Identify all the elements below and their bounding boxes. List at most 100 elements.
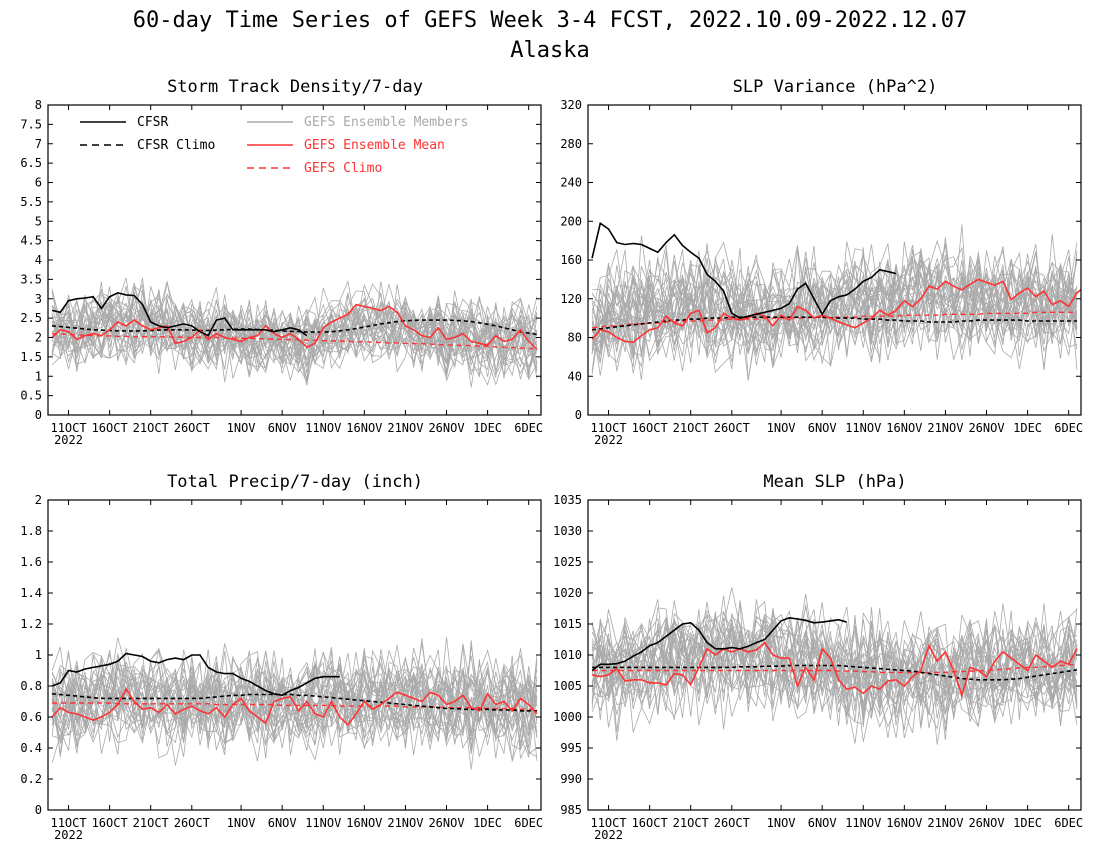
cfsr-climo-line [592, 664, 1078, 681]
y-tick-label: 1.8 [20, 524, 42, 538]
x-tick-label: 16OCT [92, 421, 128, 435]
member-line [51, 637, 538, 762]
x-tick-label: 6DEC [514, 421, 543, 435]
legend-label-cfsr-climo: CFSR Climo [137, 138, 215, 153]
panel-title: Storm Track Density/7-day [167, 77, 423, 97]
x-tick-label: 11NOV [305, 421, 341, 435]
member-line [51, 299, 538, 367]
x-tick-label: 11OCT [50, 421, 86, 435]
ensemble-members [51, 636, 538, 770]
x-tick-label: 16OCT [632, 816, 668, 830]
x-tick-label: 26NOV [428, 421, 464, 435]
y-tick-label: 160 [560, 253, 582, 267]
cfsr-line [51, 652, 340, 697]
member-line [591, 599, 1077, 739]
y-tick-label: 5.5 [20, 195, 42, 209]
x-tick-label: 1NOV [767, 421, 796, 435]
plot-frame [587, 104, 1082, 416]
y-tick-label: 1010 [553, 648, 582, 662]
y-tick-label: 2.5 [20, 311, 42, 325]
x-tick-label: 26NOV [968, 421, 1004, 435]
y-tick-label: 8 [35, 98, 42, 112]
member-line [592, 260, 1078, 370]
member-line [51, 288, 538, 370]
member-line [591, 617, 1078, 728]
x-tick-label: 6DEC [1054, 421, 1083, 435]
gefs-mean-line [51, 687, 538, 726]
gefs-mean-line [51, 303, 538, 350]
x-tick-label: 6NOV [808, 816, 837, 830]
y-tick-label: 3 [35, 292, 42, 306]
cfsr-line [591, 616, 848, 672]
x-tick-label: 6DEC [1054, 816, 1083, 830]
gefs-mean-line [591, 278, 1081, 344]
panel-slp-variance: SLP Variance (hPa^2) 0 40 80 120 160 200 240 28… [560, 77, 1083, 447]
y-tick-label: 1 [35, 648, 42, 662]
y-tick-label: 1000 [553, 710, 582, 724]
member-line [591, 243, 1078, 368]
y-tick-label: 0.8 [20, 679, 42, 693]
x-tick-label: 11OCT [590, 816, 626, 830]
x-tick-label: 6NOV [808, 421, 837, 435]
member-line [591, 600, 1077, 716]
y-tick-label: 3.5 [20, 272, 42, 286]
cfsr-line [51, 292, 308, 337]
x-tick-label: 21NOV [927, 421, 963, 435]
y-tick-label: 995 [560, 741, 582, 755]
y-tick-label: 1015 [553, 617, 582, 631]
member-line [591, 600, 1078, 734]
x-tick-label: 21OCT [133, 421, 169, 435]
y-tick-label: 7 [35, 137, 42, 151]
year-label: 2022 [54, 433, 83, 447]
y-tick-label: 1.5 [20, 350, 42, 364]
y-tick-label: 1.4 [20, 586, 42, 600]
member-line [591, 593, 1078, 745]
y-tick-label: 1.6 [20, 555, 42, 569]
x-tick-label: 21OCT [133, 816, 169, 830]
y-tick-label: 200 [560, 214, 582, 228]
panel-title: Total Precip/7-day (inch) [167, 472, 423, 492]
x-tick-label: 26NOV [968, 816, 1004, 830]
member-line [51, 647, 538, 760]
y-tick-label: 0.4 [20, 741, 42, 755]
x-tick-label: 21OCT [673, 421, 709, 435]
y-tick-label: 0 [575, 408, 582, 422]
x-tick-label: 1NOV [227, 421, 256, 435]
member-line [52, 286, 538, 388]
y-tick-label: 7.5 [20, 117, 42, 131]
figure-subtitle: Alaska [510, 38, 589, 63]
y-tick-label: 1020 [553, 586, 582, 600]
member-line [591, 245, 1078, 381]
member-line [51, 282, 538, 379]
x-tick-label: 21NOV [387, 816, 423, 830]
y-tick-label: 0.6 [20, 710, 42, 724]
member-line [591, 258, 1078, 380]
member-line [52, 290, 538, 383]
panel-total-precip: Total Precip/7-day (inch) 0 0.2 0.4 0.6 0.8 1… [20, 472, 543, 842]
y-tick-label: 6.5 [20, 156, 42, 170]
x-tick-label: 21NOV [387, 421, 423, 435]
x-tick-label: 21NOV [927, 816, 963, 830]
y-tick-label: 1030 [553, 524, 582, 538]
y-tick-label: 1005 [553, 679, 582, 693]
y-tick-label: 5 [35, 214, 42, 228]
y-tick-label: 1035 [553, 493, 582, 507]
y-tick-label: 1025 [553, 555, 582, 569]
x-tick-label: 1DEC [473, 421, 502, 435]
x-tick-label: 1DEC [1013, 421, 1042, 435]
x-tick-label: 1NOV [227, 816, 256, 830]
member-line [591, 258, 1078, 381]
plot-frame [47, 499, 542, 811]
x-tick-label: 1DEC [473, 816, 502, 830]
ensemble-members [591, 224, 1078, 381]
year-label: 2022 [594, 828, 623, 842]
panel-title: SLP Variance (hPa^2) [733, 77, 938, 97]
y-tick-label: 990 [560, 772, 582, 786]
gefs-mean-line [591, 641, 1078, 698]
x-tick-label: 11OCT [50, 816, 86, 830]
x-tick-label: 26OCT [714, 816, 750, 830]
x-tick-label: 1NOV [767, 816, 796, 830]
member-line [51, 299, 538, 374]
y-tick-label: 0 [35, 408, 42, 422]
